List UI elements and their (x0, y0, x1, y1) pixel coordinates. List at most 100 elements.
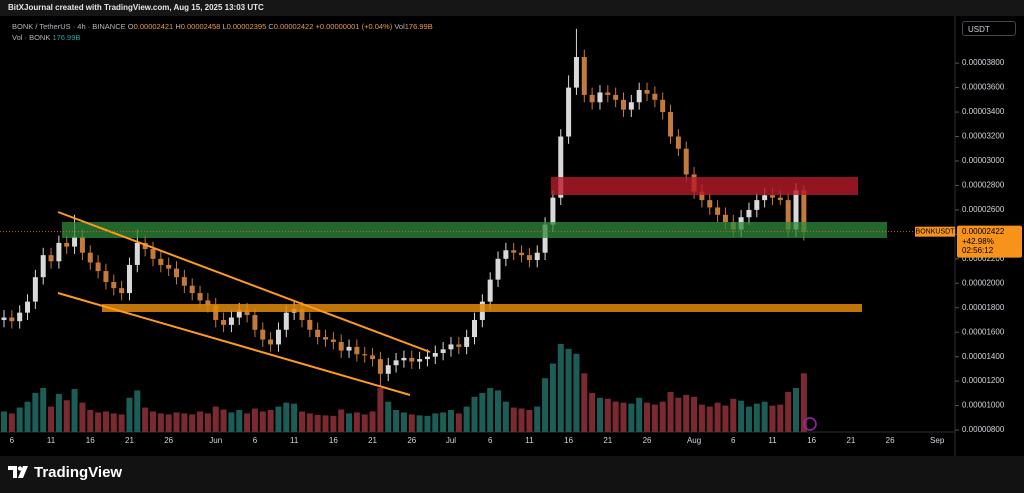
candle-body (793, 190, 799, 230)
candle-body (174, 268, 180, 278)
candle-body (628, 102, 634, 110)
volume-bar (377, 388, 384, 432)
candle-body (166, 264, 172, 269)
volume-bar (761, 401, 768, 432)
candle-body (652, 93, 658, 100)
candle-body (401, 357, 407, 361)
candle-body (268, 339, 274, 345)
volume-bar (589, 392, 596, 432)
candle-body (48, 255, 54, 262)
volume-bar (659, 401, 666, 432)
volume-bar (777, 404, 784, 432)
candle-body (158, 258, 164, 265)
candle-body (362, 354, 368, 356)
candle-body (417, 359, 423, 362)
volume-bar (565, 348, 572, 432)
volume-bar (369, 411, 376, 432)
candle-body (566, 87, 572, 137)
drawings (57, 177, 887, 431)
ohlc-label: L (222, 22, 227, 31)
x-tick-label: 26 (407, 436, 416, 445)
volume-bar (698, 404, 705, 432)
candle-body (777, 197, 783, 201)
volume-bar (110, 413, 117, 432)
x-tick-label: Jun (209, 436, 222, 445)
candle-body (746, 209, 752, 218)
volume-bar (134, 390, 141, 432)
channel-line (57, 292, 411, 396)
volume-bar (189, 414, 196, 432)
candle-body (503, 250, 509, 259)
volume-bar (440, 412, 447, 432)
candle-body (197, 293, 203, 301)
volume-bar (8, 413, 15, 432)
candle-body (683, 148, 689, 175)
volume-bar (95, 412, 102, 432)
volume-bar (518, 408, 525, 432)
x-tick-label: 11 (768, 436, 777, 445)
volume-bar (620, 402, 627, 432)
volume-bar (298, 411, 305, 432)
volume-bar (557, 344, 564, 432)
candle-body (762, 195, 768, 201)
volume-bar (220, 409, 227, 432)
candle-body (213, 305, 219, 320)
volume-bar (542, 378, 549, 432)
volume-label: Vol (394, 22, 405, 31)
candle-body (1, 317, 7, 320)
volume-value: 176.99B (52, 33, 81, 42)
attribution: BitXJournal created with TradingView.com… (0, 0, 1024, 16)
volume-bar (495, 390, 502, 432)
symbol-legend: BONK / TetherUS · 4h · BINANCE O0.000024… (12, 22, 433, 31)
ohlc-value: 0.00002422 (273, 22, 314, 31)
candle-body (699, 191, 705, 201)
volume-bar (455, 413, 462, 432)
volume-bar (385, 401, 392, 432)
candle-body (323, 337, 329, 340)
x-tick-label: 16 (86, 436, 95, 445)
x-tick-label: 16 (564, 436, 573, 445)
volume-bar (534, 406, 541, 432)
volume-bar (212, 406, 219, 432)
alert-icon[interactable] (803, 417, 817, 431)
candle-body (785, 200, 791, 230)
volume-bar (259, 411, 266, 432)
volume-bar (432, 413, 439, 432)
volume-bar (165, 414, 172, 432)
volume-bar (722, 405, 729, 432)
candle-body (511, 250, 517, 253)
volume-bar (126, 397, 133, 432)
candle-body (189, 285, 195, 294)
candle-body (275, 329, 281, 345)
candle-body (32, 277, 38, 302)
support-zone (102, 304, 862, 312)
volume-bar (573, 353, 580, 432)
volume-bar (502, 401, 509, 432)
candle-body (526, 255, 532, 261)
volume-bar (510, 407, 517, 432)
currency-button[interactable]: USDT (962, 21, 1016, 36)
price-tag-value: 0.00002422 (962, 227, 1005, 236)
volume-bar (424, 415, 431, 432)
x-tick-label: 21 (125, 436, 134, 445)
candle-body (299, 308, 305, 320)
volume-bar (714, 402, 721, 432)
volume-bar (683, 394, 690, 432)
symbol-tag-label: BONKUSDT (916, 229, 956, 236)
candle-body (142, 242, 148, 250)
volume-bar (291, 403, 298, 432)
volume-title: Vol · BONK (12, 33, 51, 42)
candle-body (589, 94, 595, 103)
candle-body (519, 252, 525, 256)
candle-body (205, 300, 211, 306)
volume-bar (79, 402, 86, 432)
volume-bar (118, 414, 125, 432)
candle-body (72, 236, 78, 247)
candle-body (9, 317, 15, 322)
footer (0, 456, 1024, 493)
candle-body (221, 319, 227, 325)
candle-body (620, 99, 626, 110)
volume-bar (471, 396, 478, 432)
channel-line (57, 211, 431, 353)
candle-body (134, 242, 140, 265)
